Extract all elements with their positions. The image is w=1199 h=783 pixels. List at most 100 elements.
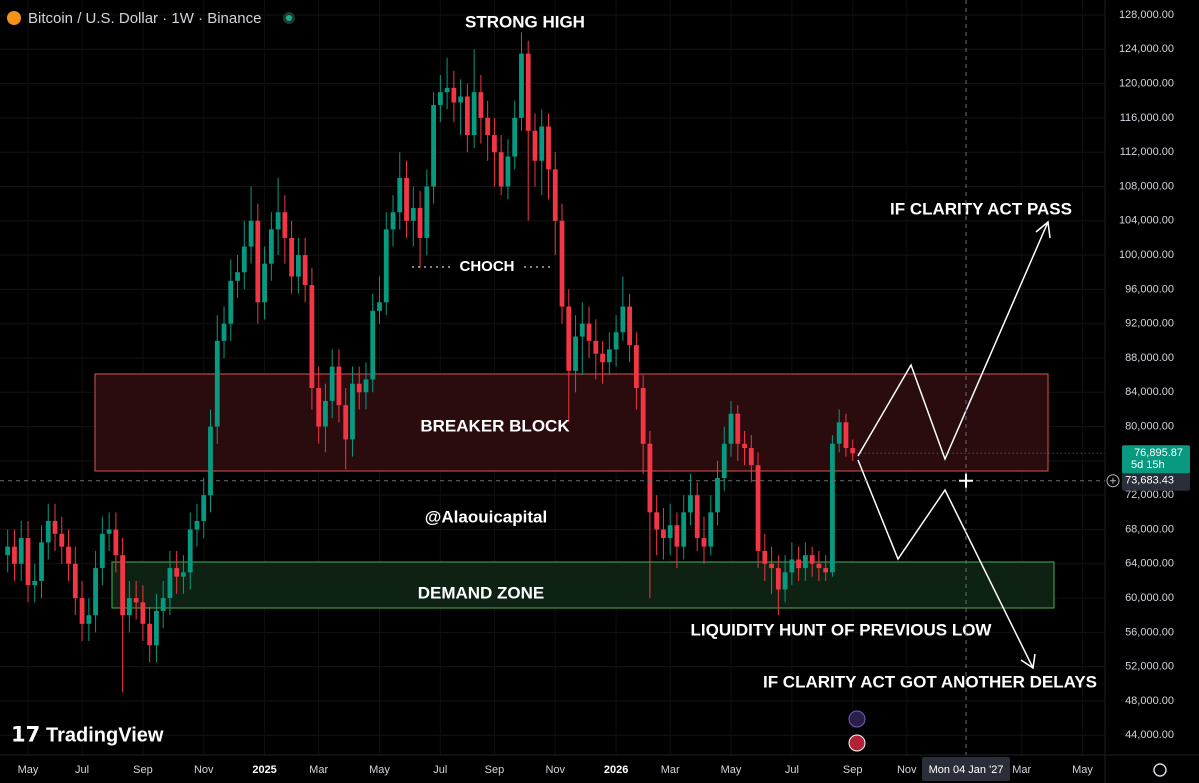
annotation: LIQUIDITY HUNT OF PREVIOUS LOW	[691, 620, 993, 639]
candle-body	[390, 212, 396, 230]
annotation: BREAKER BLOCK	[420, 416, 570, 435]
candle-body	[316, 388, 322, 427]
candle-body	[471, 92, 477, 136]
candle-body	[336, 366, 342, 406]
x-tick-label: Sep	[133, 764, 153, 776]
candle-body	[113, 529, 119, 556]
x-tick-label: Nov	[897, 764, 917, 776]
event-icon[interactable]	[848, 710, 866, 728]
candle-body	[728, 413, 734, 444]
x-tick-label: Sep	[485, 764, 505, 776]
candle-body	[830, 443, 835, 573]
candle-body	[525, 53, 531, 131]
candle-body	[458, 96, 464, 103]
y-tick-label: 64,000.00	[1125, 558, 1174, 570]
candle-body	[688, 495, 693, 513]
candle-body	[519, 53, 524, 118]
y-tick-label: 44,000.00	[1125, 729, 1174, 741]
candle-body	[235, 272, 240, 281]
candle-body	[640, 388, 646, 444]
x-tick-label: 2026	[604, 764, 628, 776]
candle-body	[383, 229, 389, 303]
x-tick-label: May	[721, 764, 742, 776]
candle-body	[302, 255, 308, 286]
crosshair-price-box	[1122, 470, 1190, 491]
candle-body	[721, 443, 727, 479]
y-tick-label: 68,000.00	[1125, 523, 1174, 535]
candle-body	[775, 568, 781, 590]
candle-body	[796, 559, 802, 569]
candle-body	[18, 538, 24, 564]
candle-body	[681, 512, 687, 547]
candle-body	[12, 546, 17, 564]
candle-body	[214, 340, 220, 427]
countdown-label: 5d 15h	[1131, 459, 1165, 471]
candle-body	[201, 495, 207, 521]
crosshair-date-label: Mon 04 Jan '27	[929, 764, 1004, 776]
candle-body	[823, 568, 829, 573]
watermark: @Alaouicapital	[425, 507, 547, 526]
y-tick-label: 80,000.00	[1125, 420, 1174, 432]
candle-body	[72, 563, 78, 599]
candle-body	[329, 366, 335, 401]
candle-body	[431, 105, 436, 187]
last-price-label: 76,895.87	[1134, 447, 1183, 459]
candle-body	[627, 306, 633, 346]
candle-body	[106, 529, 112, 534]
candle-body	[802, 555, 808, 569]
candle-body	[789, 559, 795, 573]
candle-body	[586, 323, 592, 341]
candle-body	[708, 512, 714, 547]
candle-body	[498, 152, 504, 187]
candle-body	[620, 306, 626, 333]
candle-body	[187, 529, 193, 573]
y-tick-label: 116,000.00	[1120, 112, 1174, 124]
candle-body	[451, 87, 457, 103]
candle-body	[552, 169, 558, 221]
candle-body	[492, 135, 497, 153]
event-icon[interactable]	[848, 734, 866, 752]
demand-zone	[111, 561, 1055, 609]
candle-body	[32, 580, 38, 586]
candle-body	[410, 207, 416, 221]
candle-body	[140, 602, 146, 624]
x-tick-label: Jul	[433, 764, 447, 776]
candle-body	[593, 340, 599, 354]
candle-body	[350, 383, 355, 440]
breaker-block-zone	[94, 373, 1049, 472]
candle-body	[437, 92, 443, 106]
candle-body	[579, 323, 585, 337]
annotation: STRONG HIGH	[465, 12, 585, 31]
add-alert-button	[1106, 474, 1120, 488]
y-tick-label: 108,000.00	[1119, 180, 1174, 192]
candle-body	[126, 598, 132, 616]
candle-body	[221, 323, 227, 341]
candle-body	[255, 220, 261, 303]
candle-body	[850, 448, 856, 454]
candle-body	[147, 623, 153, 646]
scenario-arrow	[857, 459, 1034, 669]
candle-body	[99, 533, 105, 569]
x-tick-label: May	[369, 764, 390, 776]
candle-body	[228, 280, 234, 324]
y-tick-label: 60,000.00	[1125, 592, 1174, 604]
candle-body	[478, 92, 484, 118]
candle-body	[86, 615, 92, 624]
candle-body	[404, 177, 409, 221]
y-tick-label: 128,000.00	[1119, 9, 1174, 21]
candle-body	[816, 563, 822, 569]
annotation: CHOCH	[460, 258, 515, 275]
annotation: IF CLARITY ACT PASS	[890, 199, 1072, 218]
candle-body	[79, 598, 85, 624]
x-tick-label: Jul	[75, 764, 89, 776]
arrow-head	[1035, 220, 1051, 239]
price-axis-panel	[1105, 0, 1199, 783]
candle-body	[715, 478, 720, 513]
candle-body	[546, 126, 551, 170]
x-tick-label: Mar	[309, 764, 328, 776]
settings-button[interactable]	[1153, 763, 1167, 777]
candle-body	[573, 336, 578, 371]
candle-body	[444, 87, 450, 93]
candle-body	[323, 400, 328, 427]
